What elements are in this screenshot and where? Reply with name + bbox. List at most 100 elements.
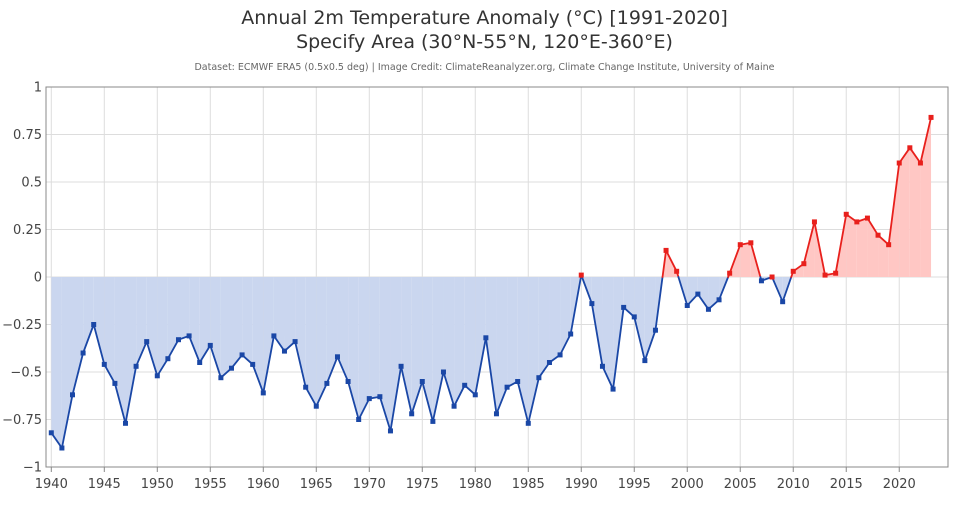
negative-line-segment xyxy=(453,384,466,408)
y-tick-label: −0.5 xyxy=(10,366,42,381)
data-point xyxy=(864,215,870,221)
negative-area xyxy=(178,277,190,340)
plot-frame xyxy=(45,86,949,468)
data-points xyxy=(48,114,934,451)
data-point xyxy=(811,219,817,225)
negative-line-segment xyxy=(272,334,286,353)
negative-line-segment xyxy=(537,361,551,379)
x-tick-label: 1955 xyxy=(194,477,227,492)
negative-area xyxy=(507,277,518,388)
negative-area xyxy=(475,277,486,395)
negative-line-segment xyxy=(166,338,180,360)
negative-area xyxy=(284,277,296,352)
negative-line-segment xyxy=(677,276,689,307)
negative-area xyxy=(602,277,614,390)
x-tick-label: 1945 xyxy=(88,477,121,492)
y-tick-label: 0 xyxy=(34,271,42,286)
data-point xyxy=(716,297,722,303)
negative-line-segment xyxy=(198,344,212,364)
data-point xyxy=(568,331,574,337)
negative-line-segment xyxy=(294,340,307,389)
data-point xyxy=(599,363,605,369)
positive-area xyxy=(856,218,868,277)
data-point xyxy=(334,354,340,360)
negative-area xyxy=(496,277,508,414)
data-point xyxy=(419,379,425,384)
positive-area xyxy=(793,263,804,277)
negative-line-segment xyxy=(495,386,508,415)
positive-line-segment xyxy=(749,241,762,278)
negative-line-segment xyxy=(559,333,572,356)
data-point xyxy=(578,272,584,278)
negative-line-segment xyxy=(262,334,275,394)
data-point xyxy=(928,114,934,120)
data-point xyxy=(536,375,542,381)
y-tick-labels: −1 −0.75 −0.5 −0.25 0 0.25 0.5 0.75 1 xyxy=(2,81,42,476)
negative-line-segment xyxy=(336,355,349,383)
negative-line-segment xyxy=(304,386,318,408)
data-point xyxy=(133,363,139,369)
x-tick-label: 2020 xyxy=(883,477,916,492)
negative-area xyxy=(104,277,115,384)
negative-area xyxy=(167,277,179,359)
data-point xyxy=(663,247,669,253)
data-point xyxy=(642,358,648,364)
data-point xyxy=(292,339,298,345)
positive-area xyxy=(878,235,889,277)
positive-line-segment xyxy=(802,220,816,265)
negative-area xyxy=(464,277,476,395)
data-point xyxy=(472,392,478,398)
negative-area xyxy=(411,277,423,414)
y-tick-label: −0.25 xyxy=(2,318,42,333)
negative-area xyxy=(337,277,349,382)
data-point xyxy=(727,270,733,276)
negative-line-segment xyxy=(643,329,657,362)
data-point xyxy=(854,219,860,225)
negative-area xyxy=(549,277,561,363)
y-tick-label: −0.75 xyxy=(2,413,42,428)
negative-area xyxy=(136,277,147,367)
data-point xyxy=(207,342,213,348)
x-tick-label: 1995 xyxy=(618,477,651,492)
negative-line-segment xyxy=(601,365,614,391)
x-tick-label: 1965 xyxy=(300,477,333,492)
negative-area xyxy=(443,277,455,407)
data-point xyxy=(483,335,489,341)
negative-line-segment xyxy=(251,363,265,394)
data-point xyxy=(896,160,902,166)
positive-area xyxy=(909,147,921,277)
positive-area xyxy=(899,147,910,277)
negative-area xyxy=(432,277,444,422)
data-point xyxy=(356,417,362,422)
x-tick-label: 1970 xyxy=(353,477,386,492)
negative-area xyxy=(83,277,94,353)
data-point xyxy=(366,396,372,402)
data-point xyxy=(504,384,510,390)
data-point xyxy=(387,428,393,434)
negative-area xyxy=(613,277,624,390)
negative-line-segment xyxy=(347,380,360,421)
x-tick-label: 2000 xyxy=(671,477,704,492)
x-tick-label: 2010 xyxy=(777,477,810,492)
negative-area xyxy=(390,277,402,431)
data-point xyxy=(621,304,627,310)
data-point xyxy=(80,350,86,356)
x-tick-label: 1960 xyxy=(247,477,280,492)
negative-area xyxy=(560,277,571,355)
positive-line-segment xyxy=(887,162,901,246)
positive-area xyxy=(846,214,857,277)
data-point xyxy=(674,268,680,274)
data-point xyxy=(112,380,118,386)
negative-area xyxy=(634,277,645,361)
image-credit: Dataset: ECMWF ERA5 (0.5x0.5 deg) | Imag… xyxy=(194,62,775,73)
negative-line-segment xyxy=(82,323,95,354)
negative-line-segment xyxy=(145,340,159,377)
data-point xyxy=(228,365,234,371)
data-point xyxy=(409,411,415,417)
data-point xyxy=(631,314,637,320)
data-point xyxy=(398,363,404,369)
data-point xyxy=(197,360,203,365)
negative-line-segment xyxy=(50,431,63,449)
negative-line-segment xyxy=(516,380,530,425)
